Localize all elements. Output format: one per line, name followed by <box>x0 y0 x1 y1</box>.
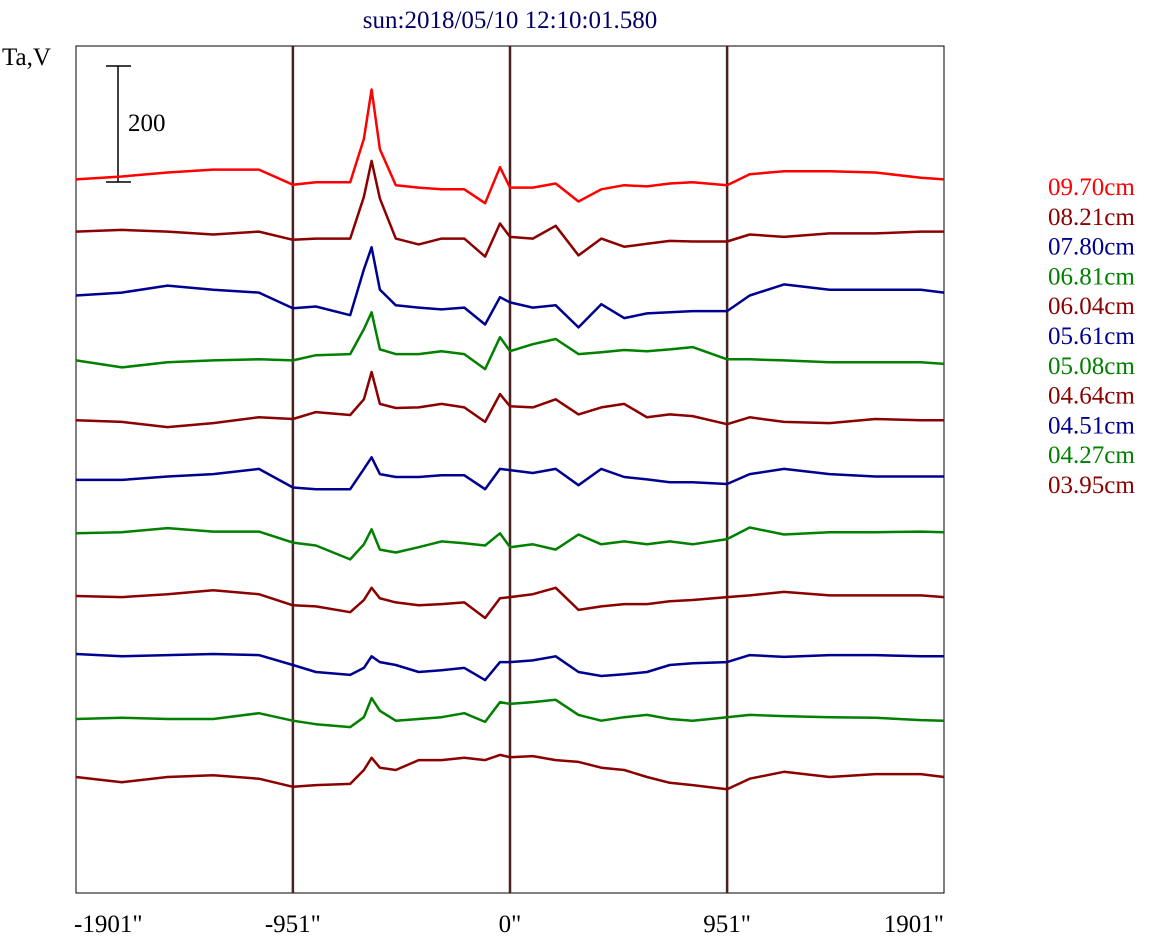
x-tick-label: 0" <box>499 911 522 938</box>
x-tick-label: 951" <box>703 911 751 938</box>
scale-bar: 200 <box>106 65 166 183</box>
y-axis-label: Ta,V <box>2 44 51 71</box>
legend-entry: 07.80cm <box>1048 234 1135 261</box>
series-line-06.81cm <box>75 311 945 371</box>
legend-entry: 04.27cm <box>1048 442 1135 469</box>
chart-title: sun:2018/05/10 12:10:01.580 <box>363 7 657 34</box>
x-tick-label: 1901" <box>884 911 944 938</box>
series-line-05.08cm <box>75 526 945 561</box>
x-tick-label: -1901" <box>74 911 143 938</box>
legend-entry: 08.21cm <box>1048 204 1135 231</box>
series-line-03.95cm <box>75 753 945 791</box>
series-line-04.64cm <box>75 586 945 620</box>
legend-entry: 06.04cm <box>1048 293 1135 320</box>
legend-entry: 06.81cm <box>1048 263 1135 290</box>
legend-entry: 04.64cm <box>1048 383 1135 410</box>
series-line-04.27cm <box>75 696 945 729</box>
series-line-08.21cm <box>75 159 944 258</box>
series-line-07.80cm <box>75 246 945 329</box>
legend-entry: 04.51cm <box>1048 412 1135 439</box>
legend-entry: 05.61cm <box>1048 323 1135 350</box>
x-tick-label: -951" <box>265 911 321 938</box>
series-line-06.04cm <box>75 370 944 429</box>
legend-entry: 05.08cm <box>1048 353 1135 380</box>
series-line-05.61cm <box>76 456 944 491</box>
legend-entry: 03.95cm <box>1048 472 1135 499</box>
scale-bar-label: 200 <box>128 110 166 137</box>
series-line-04.51cm <box>75 652 944 682</box>
series-line-09.70cm <box>75 88 945 205</box>
legend-entry: 09.70cm <box>1048 174 1135 201</box>
